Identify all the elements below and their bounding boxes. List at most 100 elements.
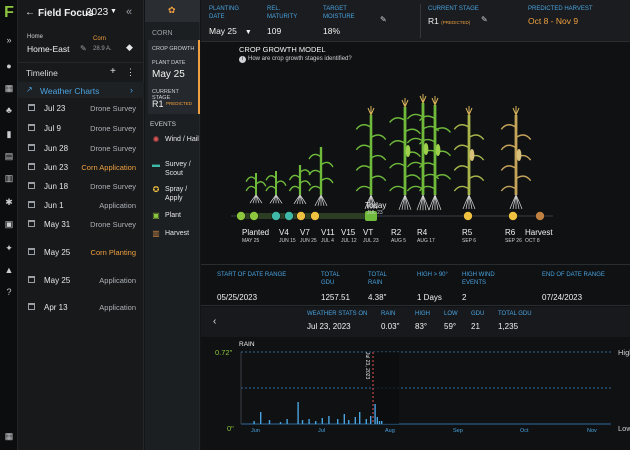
plant-leaf [288,185,301,192]
plant-leaf [422,125,440,132]
more-icon[interactable]: ⋮ [126,67,135,77]
high-wind-label: HIGH WIND EVENTS [462,272,495,286]
rain-bar [328,416,330,424]
calendar-icon [28,220,35,227]
crop-icon[interactable]: ♣ [6,105,12,115]
stage-date: JUN 25 [300,238,317,244]
farm-selector[interactable]: Home Home-East ✎ Corn 28.9 A. ◆ [18,30,144,58]
start-date-value[interactable]: 05/25/2023 [217,293,258,302]
plant-leaf [453,144,470,151]
clipboard-icon[interactable]: ▤ [4,151,14,161]
map-icon[interactable]: ▦ [4,83,14,93]
timeline-item-name: Corn Planting [90,248,136,257]
predicted-note: (PREDICTED) [441,20,471,25]
stage-date: JUL 4 [321,238,334,244]
app-title: Field Focus [38,8,94,19]
end-date-value[interactable]: 07/24/2023 [542,293,583,302]
app-logo[interactable]: F [4,4,14,21]
spray-icon: ✪ [152,185,160,194]
rain-bar [348,420,350,424]
storage-icon[interactable]: ▥ [4,173,14,183]
root [422,194,430,211]
plant-leaf [355,144,372,151]
plant-leaf [245,185,257,192]
timeline-item-name: Drone Survey [90,144,136,153]
weather-charts-item[interactable]: ↗ Weather Charts › [18,82,144,98]
rain-bar [359,412,361,424]
stage-name: R6 [505,228,516,237]
plant-leaf [515,175,532,182]
timeline-item-date: Jun 23 [44,163,69,172]
plant-leaf [418,115,436,122]
rain-chart-plot [240,351,611,425]
timeline-event-marker [508,211,518,221]
low-temp-value: 59° [444,322,457,331]
root [404,194,409,210]
edit-pencil-icon[interactable]: ✎ [80,44,87,53]
ear [435,144,441,156]
acres-value: 28.9 A. [93,46,112,52]
previous-day-icon[interactable]: ‹ [213,316,217,327]
timeline-item-date: May 31 [44,220,71,229]
rain-bar [354,417,356,424]
root [404,194,412,210]
high-temp-label: HIGH [415,311,430,317]
weather-stats: ‹ WEATHER STATS ON Jul 23, 2023 RAIN 0.0… [201,307,630,337]
stage-name: V11 [321,228,335,237]
root [422,194,427,211]
profile-icon[interactable]: ● [6,61,12,71]
settings-icon[interactable]: ✱ [5,197,13,207]
collapse-icon[interactable]: « [126,6,133,18]
date-marker-label: Jul 23, 2023 [364,352,370,380]
add-icon[interactable]: + [110,66,116,77]
analytics-icon[interactable]: ▮ [6,129,12,139]
help-text: How are crop growth stages identified? [248,56,352,62]
crop-header: CORN [152,30,173,37]
navigate-icon[interactable]: ◆ [126,42,133,52]
planting-date-value: May 25 [209,26,237,36]
root [255,194,263,204]
stage-name: V15 [341,228,356,237]
stage-date: AUG 5 [391,238,407,244]
chevron-down-icon[interactable]: ▼ [110,8,117,15]
root [401,194,406,210]
bell-icon[interactable]: ▲ [4,265,14,275]
stage-date: JUL 12 [341,238,357,244]
total-gdu-label: TOTAL GDU [321,272,340,286]
back-arrow-icon[interactable]: ← [25,7,35,18]
docs-icon[interactable]: ▣ [4,219,14,229]
edit-stage-icon[interactable]: ✎ [481,15,488,24]
edit-pencil-icon[interactable]: ✎ [380,15,387,24]
root [515,194,523,210]
plant-leaf [406,113,424,120]
high-value: 1 Days [417,293,442,302]
x-axis-label: Nov [587,428,597,434]
plant-leaf [434,174,452,180]
help-link[interactable]: i How are crop growth stages identified? [239,56,352,63]
year-select[interactable]: 2023 [86,7,109,18]
rain-chart[interactable]: RAIN 0.72" 0" High Low Jul 23, 2023 Jun J… [201,338,630,450]
total-gdu-value: 1,235 [498,322,519,331]
app-grid-icon[interactable]: ▦ [4,431,14,441]
planting-date-select[interactable]: May 25 ▼ [209,26,252,36]
rain-bar [260,412,262,424]
rain-bar [308,419,310,424]
high-label: HIGH > 90° [417,272,448,278]
field-focus-header: ← Field Focus 2023 ▼ « [18,0,144,28]
root [462,194,470,210]
help-icon[interactable]: ? [6,287,12,297]
tassel [465,106,473,116]
calendar-icon [28,144,35,151]
timeline-header: Timeline + ⋮ [18,62,144,80]
root [299,194,307,205]
end-date-label: END OF DATE RANGE [542,272,605,278]
person-icon[interactable]: ✦ [5,243,13,253]
root [275,194,280,204]
plant-leaf [404,174,421,181]
crop-growth-card[interactable]: CROP GROWTH PLANT DATE May 25 CURRENT ST… [148,40,200,114]
current-stage-value: R1 [428,16,439,26]
expand-icon[interactable]: » [6,35,12,45]
date-range-stats: START OF DATE RANGE 05/25/2023 TOTAL GDU… [201,264,630,306]
plant-leaf [406,137,424,144]
